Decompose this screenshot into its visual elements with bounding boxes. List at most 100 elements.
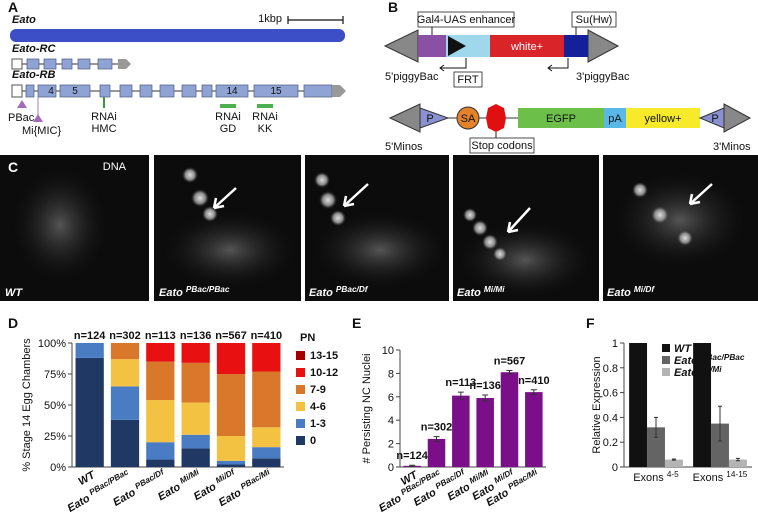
egfp-block <box>518 108 604 128</box>
n-label: n=410 <box>518 375 550 387</box>
bar-segment <box>110 359 140 387</box>
genotype-label: Eato Mi/Df <box>607 285 655 300</box>
y-tick-label: 0.6 <box>603 388 618 400</box>
legend-label: 1-3 <box>310 418 326 430</box>
error-bar <box>654 416 658 438</box>
p-element <box>698 107 725 129</box>
frt-label: FRT <box>457 74 478 86</box>
bar-segment <box>146 442 175 460</box>
rnai-label: RNAi <box>91 111 117 123</box>
stop-label: Stop codons <box>471 140 533 152</box>
y-tick-label: 0.4 <box>603 412 618 424</box>
legend-swatch <box>296 436 305 445</box>
y-tick-label: 10 <box>382 345 394 357</box>
exon-number: 15 <box>270 86 282 97</box>
gene-name: Eato <box>12 14 36 26</box>
label-box <box>453 71 483 88</box>
bar-segment <box>146 361 175 401</box>
bar-segment <box>110 343 140 360</box>
egfp-label: EGFP <box>546 113 576 125</box>
y-tick-label: 100% <box>38 338 66 350</box>
y-axis-title: % Stage 14 Egg Chambers <box>21 338 33 472</box>
error-bar <box>718 405 722 442</box>
bar-segment <box>181 343 210 363</box>
insulator-label: Su(Hw) <box>576 14 613 26</box>
legend-label: 4-6 <box>310 401 326 413</box>
bar-segment <box>181 362 210 403</box>
n-label: n=136 <box>180 330 212 342</box>
panel-label: F <box>586 315 595 331</box>
bar <box>728 459 747 467</box>
bar <box>427 438 446 467</box>
y-tick-label: 0 <box>388 462 394 474</box>
end-label: 5'Minos <box>385 141 423 153</box>
legend-swatch <box>662 356 670 364</box>
p-label: P <box>711 113 718 125</box>
bar <box>711 423 729 467</box>
marker-label: yellow+ <box>645 113 682 125</box>
bar-segment <box>110 386 140 420</box>
legend-label: 10-12 <box>310 367 338 379</box>
frt-block <box>446 35 490 57</box>
bar-segment <box>216 374 246 436</box>
label-box <box>571 11 617 28</box>
bar-segment <box>146 400 175 443</box>
rnai-label: RNAi <box>252 111 278 123</box>
bar-segment <box>252 447 281 459</box>
genotype-label: Eato PBac/PBac <box>159 285 230 300</box>
y-tick-label: 0% <box>50 462 66 474</box>
bar <box>629 343 648 467</box>
panel-label: D <box>8 315 18 331</box>
error-bar <box>735 457 740 462</box>
end-label: 3'Minos <box>713 141 751 153</box>
gene-bar <box>10 29 345 42</box>
n-label: n=302 <box>109 330 141 342</box>
bar-segment <box>252 343 281 372</box>
y-axis-title: Relative Expression <box>591 356 603 453</box>
n-label: n=113 <box>145 330 176 342</box>
promoter-arrows <box>439 58 569 72</box>
x-tick-label: Exons 14-15 <box>693 470 748 485</box>
minos-end <box>723 103 752 133</box>
y-axis-title: # Persisting NC Nuclei <box>361 353 373 463</box>
p-label: P <box>426 113 433 125</box>
n-label: n=124 <box>74 330 106 342</box>
exons <box>11 58 131 70</box>
n-label: n=567 <box>215 330 247 342</box>
error-bar <box>671 458 676 461</box>
sa-site <box>456 106 480 130</box>
error-bar <box>409 464 416 467</box>
rnai-label: KK <box>258 123 273 135</box>
stain-label: DNA <box>103 161 127 173</box>
minos-end <box>388 103 421 133</box>
bar-segment <box>216 436 246 461</box>
error-bar <box>482 394 489 402</box>
legend-swatch <box>296 351 305 360</box>
end-label: 3'piggyBac <box>576 71 630 83</box>
legend-label: Eato Mi/Mi <box>674 365 722 380</box>
stop-codons <box>486 104 506 132</box>
frt-site <box>448 36 466 56</box>
genotype-label: Eato PBac/Df <box>309 285 369 300</box>
n-label: n=302 <box>421 422 453 434</box>
piggybac-end <box>587 29 620 63</box>
y-tick-label: 25% <box>44 431 66 443</box>
piggybac-end <box>383 29 419 63</box>
exon-number: 5 <box>72 86 78 97</box>
rnai-marker <box>220 104 236 108</box>
rnai-marker <box>257 104 273 108</box>
y-tick-label: 1 <box>612 338 618 350</box>
bar-segment <box>216 460 246 465</box>
bar-segment <box>252 427 281 448</box>
y-tick-label: 0.2 <box>603 437 618 449</box>
rnai-label: RNAi <box>215 111 241 123</box>
n-label: n=410 <box>251 330 283 342</box>
exon-number: 14 <box>226 86 238 97</box>
n-label: n=124 <box>396 450 428 462</box>
exons <box>11 84 346 98</box>
end-label: 5'piggyBac <box>385 71 439 83</box>
bar-segment <box>252 371 281 428</box>
rnai-label: HMC <box>91 123 116 135</box>
y-tick-label: 0 <box>612 462 618 474</box>
